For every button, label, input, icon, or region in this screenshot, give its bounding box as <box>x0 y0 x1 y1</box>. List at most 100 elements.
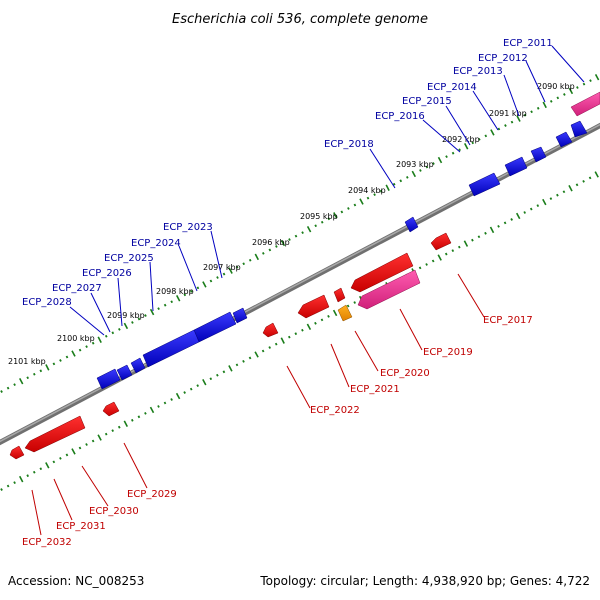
major-tick <box>202 379 207 386</box>
gene-label-ecp-2024[interactable]: ECP_2024 <box>131 238 181 249</box>
major-tick <box>228 267 233 274</box>
gene-label-ecp-2013[interactable]: ECP_2013 <box>453 66 503 77</box>
leader-line <box>210 230 223 279</box>
gene-arrow-forward <box>232 307 248 324</box>
topology-text: Topology: circular; Length: 4,938,920 bp… <box>259 574 590 588</box>
leader-line <box>330 343 350 388</box>
minor-tick <box>65 453 69 457</box>
gene-arrow-forward <box>570 120 588 138</box>
leader-line <box>369 148 396 189</box>
minor-tick <box>52 460 56 464</box>
minor-tick <box>425 165 429 169</box>
gene-arrow-forward <box>193 311 237 343</box>
gene-label-ecp-2026[interactable]: ECP_2026 <box>82 268 132 279</box>
gene-label-ecp-2020[interactable]: ECP_2020 <box>380 368 430 379</box>
major-tick <box>254 253 260 261</box>
gene-label-ecp-2014[interactable]: ECP_2014 <box>427 82 477 93</box>
genome-backbone-highlight <box>0 123 600 443</box>
gene-label-ecp-2030[interactable]: ECP_2030 <box>89 506 139 517</box>
major-tick <box>489 226 495 234</box>
gene-arrow-reverse <box>297 294 330 319</box>
gene-label-ecp-2023[interactable]: ECP_2023 <box>163 222 213 233</box>
label-leader-lines <box>31 45 585 536</box>
minor-tick <box>104 432 108 436</box>
leader-line <box>117 277 123 327</box>
major-tick <box>306 226 312 233</box>
gene-labels: ECP_2011 ECP_2012 ECP_2013 ECP_2014 ECP_… <box>22 38 553 548</box>
leader-line <box>81 465 109 507</box>
gene-label-ecp-2032[interactable]: ECP_2032 <box>22 537 72 548</box>
kbp-label: 2100 kbp <box>57 334 95 343</box>
major-tick <box>123 420 129 427</box>
kbp-label: 2096 kbp <box>252 238 290 247</box>
kbp-label: 2094 kbp <box>348 186 386 195</box>
minor-tick <box>39 369 43 373</box>
minor-tick <box>163 303 167 307</box>
major-tick <box>411 170 417 178</box>
minor-tick <box>478 137 481 141</box>
major-tick <box>463 143 469 150</box>
minor-tick <box>216 276 219 279</box>
minor-tick <box>314 321 317 325</box>
minor-tick <box>536 106 540 110</box>
gene-arrow-reverse <box>430 232 452 251</box>
minor-tick <box>432 162 435 165</box>
major-tick <box>359 198 364 205</box>
minor-tick <box>582 179 585 183</box>
minor-tick <box>562 190 566 194</box>
leader-line <box>457 273 485 318</box>
gene-arrow-reverse <box>102 401 120 417</box>
minor-tick <box>320 318 324 322</box>
gene-label-ecp-2025[interactable]: ECP_2025 <box>104 253 154 264</box>
kbp-label: 2091 kbp <box>489 109 527 118</box>
gene-arrow-orange <box>337 304 353 322</box>
kbp-label: 2092 kbp <box>442 135 480 144</box>
minor-tick <box>183 391 186 394</box>
gene-label-ecp-2018[interactable]: ECP_2018 <box>324 139 374 150</box>
minor-tick <box>399 179 403 183</box>
minor-tick <box>301 328 304 332</box>
minor-tick <box>523 211 527 214</box>
gene-label-ecp-2031[interactable]: ECP_2031 <box>56 521 106 532</box>
gene-label-ecp-2021[interactable]: ECP_2021 <box>350 384 400 395</box>
major-tick <box>437 254 442 261</box>
gene-label-ecp-2019[interactable]: ECP_2019 <box>423 347 473 358</box>
major-tick <box>542 101 547 109</box>
minor-tick <box>268 346 271 349</box>
gene-label-ecp-2028[interactable]: ECP_2028 <box>22 297 72 308</box>
minor-tick <box>261 349 265 353</box>
gene-label-ecp-2029[interactable]: ECP_2029 <box>127 489 177 500</box>
minor-tick <box>529 207 533 211</box>
minor-tick <box>327 314 330 318</box>
minor-tick <box>419 169 422 172</box>
minor-tick <box>144 314 147 317</box>
leader-line <box>69 306 105 336</box>
kbp-label: 2097 kbp <box>203 263 241 272</box>
major-tick <box>568 87 574 95</box>
minor-tick <box>235 265 239 269</box>
minor-tick <box>523 113 527 117</box>
kbp-label: 2095 kbp <box>300 212 338 221</box>
minor-tick <box>406 175 409 179</box>
gene-label-ecp-2016[interactable]: ECP_2016 <box>375 111 425 122</box>
leader-line <box>422 119 461 153</box>
gene-arrow-forward <box>116 364 133 381</box>
gene-label-ecp-2011[interactable]: ECP_2011 <box>503 38 553 49</box>
major-tick <box>515 212 521 220</box>
gene-label-ecp-2022[interactable]: ECP_2022 <box>310 405 360 416</box>
gene-label-ecp-2027[interactable]: ECP_2027 <box>52 283 102 294</box>
minor-tick <box>248 258 252 262</box>
gene-arrow-forward <box>130 357 146 374</box>
minor-tick <box>327 217 331 221</box>
gene-label-ecp-2012[interactable]: ECP_2012 <box>478 53 528 64</box>
major-tick <box>175 392 181 400</box>
gene-label-ecp-2015[interactable]: ECP_2015 <box>402 96 452 107</box>
leader-line <box>90 292 111 333</box>
minor-tick <box>117 425 121 429</box>
gene-label-ecp-2017[interactable]: ECP_2017 <box>483 315 533 326</box>
minor-tick <box>242 359 245 363</box>
major-tick <box>332 309 338 317</box>
minor-tick <box>183 293 187 297</box>
minor-tick <box>275 245 278 248</box>
minor-tick <box>209 279 213 283</box>
